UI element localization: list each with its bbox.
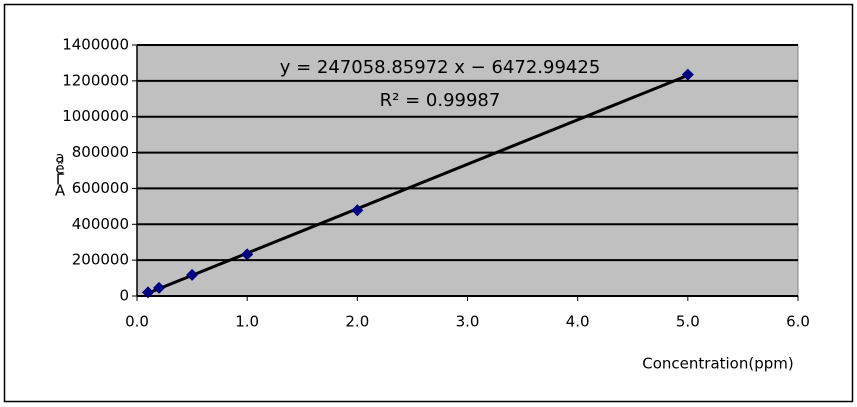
- trendline: [147, 73, 689, 295]
- r-squared: R² = 0.99987: [380, 90, 501, 111]
- x-tick-label: 5.0: [676, 313, 700, 331]
- x-axis-label: Concentration(ppm): [642, 355, 793, 373]
- y-axis-label: ê: [55, 160, 64, 178]
- y-tick-label: 0: [119, 287, 129, 305]
- x-tick-label: 2.0: [345, 313, 369, 331]
- x-tick-label: 0.0: [125, 313, 149, 331]
- data-point: [142, 286, 155, 299]
- y-tick-label: 1200000: [62, 71, 129, 89]
- x-tick-label: 4.0: [566, 313, 590, 331]
- trendline-equation: y = 247058.85972 x − 6472.99425: [280, 57, 601, 78]
- y-tick-label: 800000: [72, 143, 129, 161]
- y-tick-label: 1000000: [62, 107, 129, 125]
- x-tick-label: 6.0: [786, 313, 810, 331]
- data-point: [351, 204, 364, 217]
- y-tick-label: 600000: [72, 179, 129, 197]
- y-axis-label: a: [55, 149, 64, 167]
- data-point: [186, 268, 199, 281]
- x-tick-label: 3.0: [456, 313, 480, 331]
- y-tick-label: 1400000: [62, 36, 129, 54]
- data-point: [241, 248, 254, 261]
- data-point: [681, 68, 694, 81]
- x-tick-label: 1.0: [235, 313, 259, 331]
- y-tick-label: 200000: [72, 251, 129, 269]
- y-axis-label: Γ: [56, 171, 65, 189]
- y-axis-label: A: [55, 182, 66, 200]
- data-point: [153, 281, 166, 294]
- y-tick-label: 400000: [72, 215, 129, 233]
